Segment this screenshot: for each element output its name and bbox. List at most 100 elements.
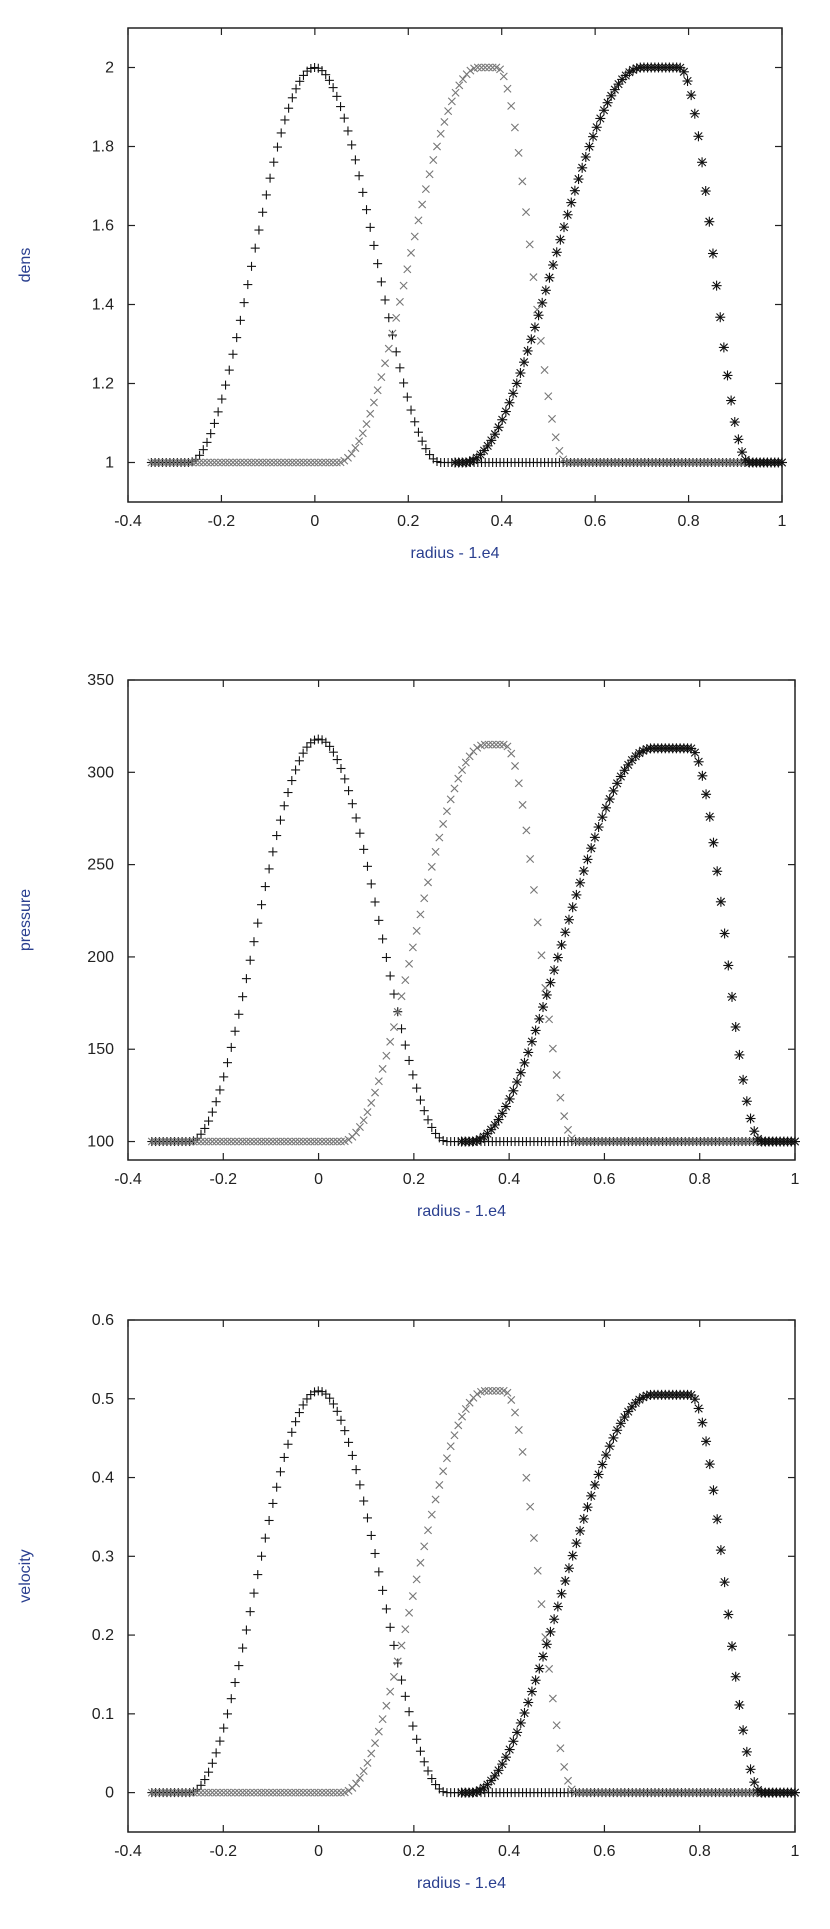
data-point	[518, 177, 527, 186]
data-point	[730, 1021, 741, 1032]
data-point	[275, 1467, 285, 1477]
data-point	[355, 437, 364, 446]
x-tick-label: 1	[791, 1171, 800, 1188]
data-point	[745, 1764, 756, 1775]
data-point	[639, 1137, 648, 1146]
data-point	[692, 458, 701, 467]
data-point	[238, 992, 248, 1002]
data-point	[337, 1788, 345, 1797]
data-point	[412, 1734, 422, 1744]
data-point	[666, 1788, 675, 1797]
data-point	[508, 388, 519, 399]
data-point	[526, 1686, 537, 1697]
data-point	[250, 243, 260, 253]
data-point	[566, 197, 577, 208]
data-point	[287, 1788, 296, 1797]
data-point	[563, 914, 574, 925]
data-point	[622, 458, 631, 467]
x-tick-label: 0.4	[498, 1843, 520, 1860]
data-point	[400, 1691, 410, 1701]
data-point	[696, 1137, 705, 1146]
data-point	[226, 1042, 236, 1052]
data-point	[560, 1762, 569, 1771]
data-point	[605, 1788, 614, 1797]
data-point	[262, 458, 271, 467]
data-point	[329, 458, 338, 467]
data-point	[609, 1788, 618, 1797]
data-point	[310, 1137, 319, 1146]
velocity-chart: -0.4 -0.2 0 0.2 0.4 0.6 0.8 1 0 0.1 0.2 0.3 0.4 0.5 0.…	[17, 1312, 800, 1892]
data-point	[389, 1023, 398, 1032]
data-point	[197, 1788, 205, 1797]
data-point	[439, 819, 448, 828]
data-point	[741, 1137, 750, 1146]
data-point	[556, 1588, 567, 1599]
data-point	[279, 801, 289, 811]
data-point	[697, 770, 708, 781]
x-tick-label: 1	[778, 513, 787, 530]
data-point	[268, 1498, 278, 1508]
data-point	[681, 1137, 690, 1146]
data-point	[197, 1137, 205, 1146]
data-point	[598, 105, 609, 116]
data-point	[677, 1788, 686, 1797]
data-point	[166, 1788, 175, 1797]
data-point	[738, 1788, 747, 1797]
y-tick-label: 2	[105, 60, 114, 77]
data-point	[493, 422, 504, 433]
data-point	[219, 1723, 229, 1733]
data-point	[632, 1137, 641, 1146]
data-point	[749, 1126, 760, 1137]
data-point	[514, 779, 523, 788]
data-point	[507, 1395, 516, 1404]
data-point	[697, 1417, 708, 1428]
data-point	[188, 458, 197, 467]
data-point	[245, 955, 255, 965]
data-point	[569, 185, 580, 196]
data-point	[180, 458, 189, 467]
data-point	[264, 864, 274, 874]
data-point	[560, 1575, 571, 1586]
x-tick-label: 0	[310, 513, 319, 530]
data-point	[215, 1788, 224, 1797]
data-point	[499, 740, 508, 749]
data-point	[613, 1137, 622, 1146]
data-point	[318, 1788, 327, 1797]
data-point	[362, 205, 372, 215]
data-point	[592, 458, 601, 467]
data-point	[726, 1137, 735, 1146]
y-tick-label: 1	[105, 455, 114, 472]
data-point	[384, 313, 394, 323]
data-point	[226, 1694, 236, 1704]
data-point	[589, 832, 600, 843]
data-point	[272, 831, 282, 841]
x-tick-label: 0.2	[397, 513, 419, 530]
data-point	[378, 1715, 387, 1724]
data-point	[228, 349, 238, 359]
data-point	[666, 458, 675, 467]
data-point	[579, 1137, 588, 1146]
data-point	[377, 373, 386, 382]
data-point	[276, 1788, 285, 1797]
plot-frame	[127, 679, 796, 1161]
data-point	[533, 310, 544, 321]
data-point	[640, 458, 649, 467]
data-point	[241, 1625, 251, 1635]
data-point	[715, 896, 726, 907]
data-point	[534, 1013, 545, 1024]
data-point	[489, 1119, 500, 1130]
data-point	[191, 458, 200, 467]
data-point	[355, 1773, 364, 1782]
data-point	[586, 1490, 597, 1501]
data-point	[544, 272, 555, 283]
data-point	[525, 240, 534, 249]
data-point	[439, 1467, 448, 1476]
data-point	[223, 1137, 232, 1146]
data-point	[166, 1137, 175, 1146]
data-point	[723, 960, 734, 971]
data-point	[662, 1137, 671, 1146]
data-point	[598, 1137, 607, 1146]
data-point	[215, 1085, 225, 1095]
data-point	[431, 1780, 441, 1790]
data-point	[287, 1427, 297, 1437]
